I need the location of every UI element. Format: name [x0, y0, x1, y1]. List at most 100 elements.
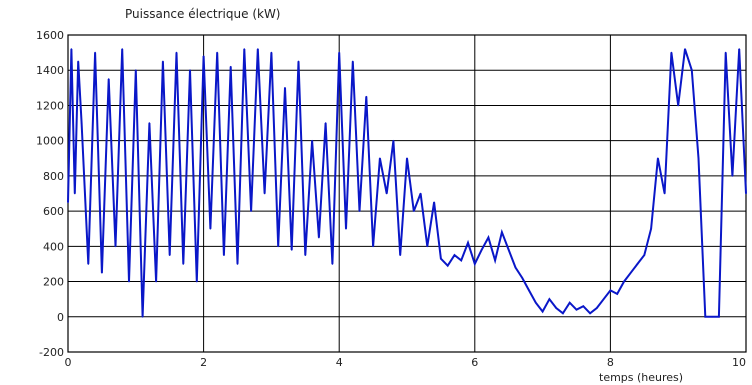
data-point — [555, 307, 557, 309]
data-point — [629, 271, 632, 274]
data-point — [528, 289, 530, 292]
x-tick-labels: 0 2 4 6 8 10 — [65, 356, 747, 369]
y-tick-label: -200 — [39, 346, 64, 359]
x-tick-label: 2 — [200, 356, 207, 369]
y-tick-label: 200 — [43, 276, 64, 289]
data-point — [338, 51, 341, 54]
data-point — [351, 60, 354, 63]
data-point — [467, 242, 469, 244]
data-point — [162, 60, 164, 63]
data-point — [474, 263, 476, 265]
data-point — [304, 254, 307, 256]
data-point — [324, 122, 327, 124]
series-points — [67, 48, 747, 318]
data-point — [257, 48, 259, 50]
data-point — [135, 69, 137, 72]
data-point — [263, 192, 266, 195]
data-point — [67, 201, 69, 204]
data-point — [121, 48, 124, 50]
data-point — [311, 139, 313, 142]
data-point — [94, 51, 96, 54]
data-point — [670, 51, 673, 54]
x-tick-label: 6 — [471, 356, 478, 369]
data-point — [182, 263, 185, 265]
data-point — [318, 236, 320, 239]
data-point — [101, 271, 103, 274]
data-point — [541, 310, 544, 313]
data-point — [643, 254, 646, 256]
data-point — [487, 236, 490, 239]
data-point — [711, 315, 713, 318]
data-point — [229, 65, 232, 68]
data-point — [107, 78, 110, 80]
data-point — [440, 257, 442, 260]
data-point — [196, 280, 198, 283]
data-point — [141, 315, 144, 318]
data-point — [677, 104, 679, 107]
data-point — [284, 87, 286, 89]
data-point — [582, 305, 585, 308]
data-point — [412, 210, 415, 212]
data-point — [73, 192, 76, 195]
data-point — [216, 51, 218, 54]
data-point — [331, 263, 334, 265]
data-point — [663, 192, 666, 195]
data-point — [148, 122, 151, 124]
data-point — [419, 192, 422, 195]
data-point — [202, 55, 205, 57]
data-point — [738, 48, 741, 50]
data-point — [602, 298, 605, 300]
data-point — [175, 51, 178, 54]
data-point — [501, 231, 503, 234]
data-point — [426, 245, 429, 248]
data-point — [460, 259, 463, 262]
data-point — [290, 249, 293, 251]
data-point — [704, 315, 707, 318]
data-point — [80, 122, 83, 124]
series-line — [67, 48, 747, 318]
y-tick-labels: -200 0 200 400 600 800 1000 1200 1400 1600 — [36, 29, 64, 359]
data-point — [372, 245, 374, 248]
data-point — [636, 263, 639, 265]
x-tick-label: 0 — [65, 356, 72, 369]
data-point — [128, 280, 130, 283]
data-point — [236, 263, 239, 265]
data-point — [684, 48, 686, 50]
data-point — [270, 51, 273, 54]
data-point — [223, 254, 225, 256]
data-point — [155, 280, 157, 283]
data-point — [385, 192, 388, 195]
data-point — [365, 95, 368, 98]
data-point — [535, 301, 537, 304]
data-point — [745, 192, 747, 195]
data-point — [690, 69, 693, 72]
data-point — [494, 259, 496, 262]
data-point — [724, 51, 727, 54]
data-point — [568, 301, 571, 304]
grid — [67, 34, 747, 353]
data-point — [250, 210, 252, 212]
x-tick-label: 10 — [732, 356, 746, 369]
y-tick-label: 400 — [43, 240, 64, 253]
data-point — [623, 280, 625, 283]
y-tick-label: 800 — [43, 170, 64, 183]
data-point — [562, 312, 564, 315]
data-point — [297, 60, 300, 63]
data-point — [406, 157, 408, 160]
data-point — [345, 227, 347, 230]
data-point — [657, 157, 659, 160]
data-point — [77, 60, 79, 63]
data-point — [480, 249, 483, 251]
data-point — [453, 254, 456, 256]
data-point — [616, 293, 618, 295]
y-tick-label: 600 — [43, 205, 64, 218]
y-tick-label: 1200 — [36, 99, 64, 112]
data-point — [718, 315, 720, 318]
data-point — [521, 277, 524, 279]
y-tick-label: 0 — [57, 311, 64, 324]
data-point — [358, 210, 361, 212]
data-point — [433, 201, 435, 204]
data-point — [697, 157, 700, 160]
chart-title: Puissance électrique (kW) — [125, 7, 281, 21]
